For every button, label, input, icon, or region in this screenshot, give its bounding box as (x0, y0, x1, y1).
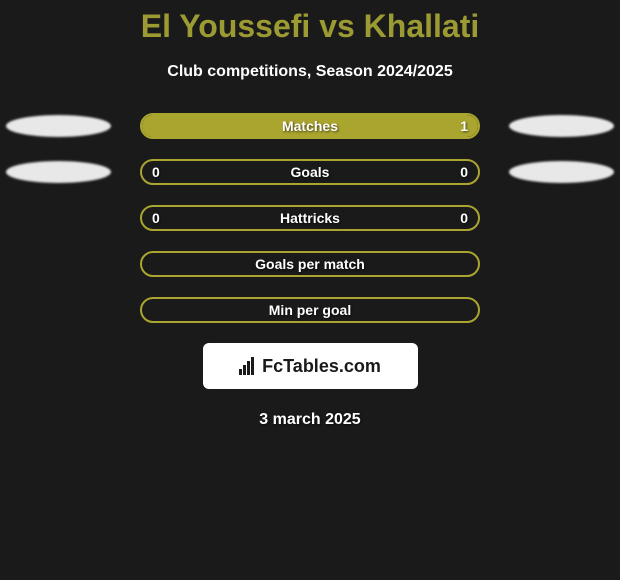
stat-value-left: 0 (152, 164, 160, 180)
stat-row: 0 Hattricks 0 (0, 205, 620, 231)
subtitle: Club competitions, Season 2024/2025 (0, 63, 620, 81)
logo-content: FcTables.com (239, 356, 381, 377)
main-container: El Youssefi vs Khallati Club competition… (0, 0, 620, 429)
player-marker-left (6, 115, 111, 137)
player-marker-right (509, 161, 614, 183)
stat-row: 0 Goals 0 (0, 159, 620, 185)
stat-label: Matches (282, 118, 338, 134)
logo-text: FcTables.com (262, 356, 381, 377)
stat-row: Min per goal (0, 297, 620, 323)
stat-value-right: 1 (460, 118, 468, 134)
stat-value-right: 0 (460, 210, 468, 226)
stat-value-right: 0 (460, 164, 468, 180)
date-text: 3 march 2025 (0, 411, 620, 429)
stat-bar: 0 Hattricks 0 (140, 205, 480, 231)
player-marker-left (6, 161, 111, 183)
stat-bar: Matches 1 (140, 113, 480, 139)
stat-label: Goals per match (255, 256, 365, 272)
stat-label: Min per goal (269, 302, 351, 318)
stats-container: Matches 1 0 Goals 0 0 Hattricks 0 Goals per matc… (0, 113, 620, 323)
stat-bar: Min per goal (140, 297, 480, 323)
stat-row: Matches 1 (0, 113, 620, 139)
stat-label: Hattricks (280, 210, 340, 226)
stat-label: Goals (291, 164, 330, 180)
chart-icon (239, 357, 254, 375)
stat-row: Goals per match (0, 251, 620, 277)
page-title: El Youssefi vs Khallati (0, 8, 620, 45)
stat-bar: 0 Goals 0 (140, 159, 480, 185)
stat-value-left: 0 (152, 210, 160, 226)
player-marker-right (509, 115, 614, 137)
logo-box: FcTables.com (203, 343, 418, 389)
stat-bar: Goals per match (140, 251, 480, 277)
